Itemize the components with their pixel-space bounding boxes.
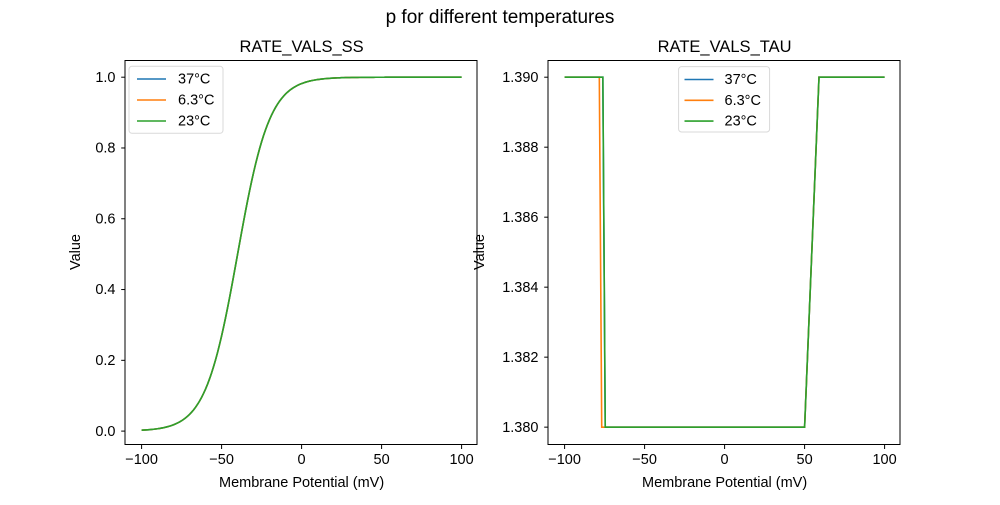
svg-text:Value: Value [472,234,488,270]
svg-text:0.6: 0.6 [95,211,115,227]
svg-text:23°C: 23°C [725,114,757,130]
svg-text:0.4: 0.4 [95,282,115,298]
svg-text:−100: −100 [548,452,581,468]
svg-text:1.384: 1.384 [502,280,538,296]
svg-text:RATE_VALS_TAU: RATE_VALS_TAU [658,38,792,56]
svg-text:RATE_VALS_SS: RATE_VALS_SS [240,38,364,56]
svg-text:6.3°C: 6.3°C [178,93,214,109]
svg-text:0.8: 0.8 [95,141,115,157]
svg-text:1.386: 1.386 [502,210,538,226]
svg-text:Value: Value [68,234,84,270]
svg-text:1.388: 1.388 [502,140,538,156]
svg-text:50: 50 [374,452,390,468]
svg-text:−50: −50 [632,452,657,468]
svg-text:p for different temperatures: p for different temperatures [386,7,615,28]
svg-text:100: 100 [449,452,473,468]
svg-text:0.2: 0.2 [95,353,115,369]
svg-text:0.0: 0.0 [95,424,115,440]
svg-text:23°C: 23°C [178,114,210,130]
svg-text:−100: −100 [125,452,158,468]
svg-text:50: 50 [797,452,813,468]
svg-text:Membrane Potential (mV): Membrane Potential (mV) [642,475,807,491]
svg-text:0: 0 [721,452,729,468]
svg-text:100: 100 [872,452,896,468]
svg-text:Membrane Potential (mV): Membrane Potential (mV) [219,475,384,491]
svg-text:1.380: 1.380 [502,420,538,436]
svg-text:37°C: 37°C [178,72,210,88]
svg-text:−50: −50 [209,452,234,468]
svg-text:37°C: 37°C [725,72,757,88]
svg-text:1.382: 1.382 [502,350,538,366]
svg-text:1.390: 1.390 [502,70,538,86]
svg-text:0: 0 [298,452,306,468]
svg-text:1.0: 1.0 [95,70,115,86]
svg-text:6.3°C: 6.3°C [725,93,761,109]
